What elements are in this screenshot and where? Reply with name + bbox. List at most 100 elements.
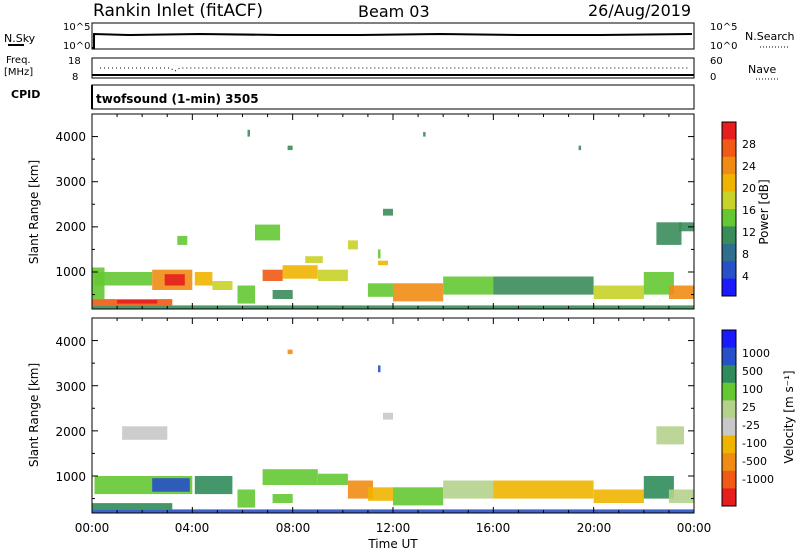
cbar-swatch-4 [722, 191, 736, 210]
power-cell-18 [593, 285, 644, 299]
freq-unit-label: [MHz] [4, 67, 33, 78]
velocity-colorbar-swatches [722, 330, 736, 507]
velocity-cbar-tick-neg1000: -1000 [742, 473, 774, 486]
power-cell-29 [247, 129, 250, 137]
power-heatmap-cells [92, 129, 694, 309]
power-panel: Slant Range [km] 4000 3000 2000 1000 [27, 113, 695, 310]
xtick-1600: 16:00 [476, 521, 511, 535]
velocity-ytick-2000: 2000 [55, 425, 86, 439]
power-ytick-3000: 3000 [55, 175, 86, 189]
power-cell-13 [272, 290, 293, 299]
cbar-swatch-8 [722, 470, 736, 489]
velocity-cbar-tick-neg100: -100 [742, 437, 767, 450]
power-cell-2 [117, 300, 158, 304]
power-cell-4 [94, 272, 153, 286]
power-cell-11 [282, 265, 318, 279]
power-cell-15 [393, 283, 444, 302]
power-cell-10 [262, 269, 283, 281]
cbar-swatch-5 [722, 209, 736, 227]
cbar-swatch-9 [722, 278, 736, 297]
cbar-swatch-4 [722, 400, 736, 419]
velocity-ylabel: Slant Range [km] [27, 363, 41, 467]
velocity-cbar-tick-neg500: -500 [742, 455, 767, 468]
power-colorbar-swatches [722, 122, 736, 297]
velocity-cell-21 [378, 365, 381, 373]
noise-left-tick-bottom: 10^0 [63, 41, 90, 52]
velocity-cell-17 [122, 426, 168, 440]
power-cell-17 [493, 276, 594, 295]
velocity-cell-10 [367, 487, 393, 501]
power-ytick-1000: 1000 [55, 265, 86, 279]
velocity-ytick-4000: 4000 [55, 335, 86, 349]
velocity-cell-15 [643, 476, 674, 499]
power-cell-20 [668, 285, 694, 299]
velocity-cell-14 [593, 489, 644, 503]
velocity-ytick-1000: 1000 [55, 470, 86, 484]
power-cell-7 [194, 272, 213, 286]
velocity-cell-11 [393, 487, 444, 506]
velocity-cbar-label: Velocity [m s⁻¹] [782, 370, 796, 463]
power-cell-23 [305, 256, 323, 263]
date-label: 26/Aug/2019 [588, 1, 691, 20]
velocity-cell-20 [287, 349, 293, 355]
power-cell-31 [378, 249, 381, 259]
cbar-swatch-0 [722, 122, 736, 140]
power-cell-9 [237, 285, 256, 304]
power-cbar-tick-8: 8 [742, 248, 749, 261]
power-axis-ticks [91, 113, 695, 309]
station-title: Rankin Inlet (fitACF) [93, 1, 263, 21]
power-cell-32 [423, 132, 426, 137]
power-cell-26 [383, 208, 393, 216]
velocity-cell-4 [194, 476, 233, 495]
power-cbar-tick-24: 24 [742, 160, 756, 173]
xtick-2400: 00:00 [677, 521, 712, 535]
cbar-swatch-2 [722, 156, 736, 175]
noise-left-tick-top: 10^5 [63, 22, 90, 33]
cbar-swatch-7 [722, 243, 736, 262]
noise-search-label: N.Search [745, 30, 795, 43]
power-cbar-tick-4: 4 [742, 270, 749, 283]
power-cell-14 [367, 283, 393, 297]
power-ylabel: Slant Range [km] [27, 160, 41, 264]
velocity-colorbar: 1000 500 100 25 -25 -100 -500 -1000 Velo… [721, 329, 796, 507]
velocity-axis-ticks [91, 317, 695, 513]
velocity-cell-19 [656, 426, 684, 445]
velocity-panel: Slant Range [km] 4000 3000 2000 1000 00:… [27, 317, 712, 551]
cbar-swatch-3 [722, 382, 736, 401]
cbar-swatch-7 [722, 453, 736, 472]
velocity-cell-12 [443, 480, 494, 499]
cbar-swatch-0 [722, 330, 736, 349]
power-cell-12 [317, 269, 348, 281]
noise-right-tick-top: 10^5 [710, 22, 737, 33]
cbar-swatch-1 [722, 347, 736, 366]
cpid-text: twofsound (1-min) 3505 [96, 92, 259, 106]
cbar-swatch-9 [722, 488, 736, 507]
velocity-cbar-tick-500: 500 [742, 365, 763, 378]
power-cbar-tick-28: 28 [742, 138, 756, 151]
frequency-panel: Freq. [MHz] 18 8 60 0 Nave [4, 55, 778, 83]
velocity-cell-16 [668, 489, 694, 503]
power-cell-22 [255, 224, 281, 241]
velocity-heatmap-cells [92, 349, 694, 513]
velocity-cell-8 [272, 494, 293, 503]
cbar-swatch-6 [722, 226, 736, 245]
power-cbar-tick-16: 16 [742, 204, 756, 217]
cbar-swatch-8 [722, 261, 736, 280]
freq-tick-top: 18 [68, 56, 81, 67]
power-cell-8 [212, 281, 233, 290]
cbar-swatch-3 [722, 174, 736, 193]
cbar-swatch-1 [722, 139, 736, 158]
velocity-cbar-tick-100: 100 [742, 383, 763, 396]
nave-tick-bottom: 0 [710, 72, 716, 83]
cbar-swatch-2 [722, 365, 736, 384]
noise-sky-label: N.Sky [4, 32, 36, 45]
xtick-0400: 04:00 [175, 521, 210, 535]
power-cell-27 [656, 222, 682, 245]
power-cell-25 [378, 260, 388, 266]
velocity-cell-3 [152, 478, 190, 492]
noise-right-tick-bottom: 10^0 [710, 41, 737, 52]
power-cbar-tick-12: 12 [742, 226, 756, 239]
freq-tick-bottom: 8 [72, 72, 78, 83]
power-cell-16 [443, 276, 494, 295]
power-cell-19 [643, 272, 674, 295]
